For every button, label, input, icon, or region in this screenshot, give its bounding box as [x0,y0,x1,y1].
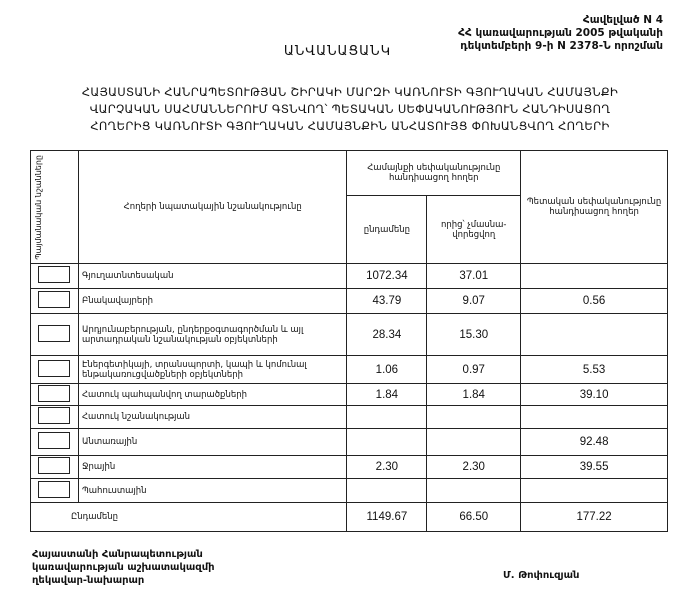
symbol-cell [30,355,79,384]
symbol-cell [30,313,79,356]
state-cell [520,263,668,289]
purpose-cell: Պահուստային [77,478,348,503]
legend-symbol-box [38,384,71,402]
total-cell [346,478,428,503]
table-row: Էներգետիկայի, տրանսպորտի, կապի և կոմունա… [30,355,668,384]
subtitle-line: ՀՈՂԵՐԻՑ ԿԱՌՆՈՒՏԻ ԳՅՈՒՂԱԿԱՆ ՀԱՄԱՅՆՔԻՆ ԱՆՀ… [90,119,610,133]
header-community: Համայնքի սեփականությունը հանդիսացող հողե… [346,150,522,196]
table-row: Բնակավայրերի 43.79 9.07 0.56 [30,288,668,314]
annex-line: ՀՀ կառավարության 2005 թվականի [458,27,663,39]
header-state: Պետական սեփականությունը հանդիսացող հողեր [520,150,668,264]
symbol-cell [30,455,79,479]
table-row: Արդյունաբերության, ընդերքօգտագործման և ա… [30,313,668,356]
purpose-cell: Գյուղատնտեսական [77,263,348,289]
legend-symbol-box [38,266,71,283]
symbol-cell [30,383,79,406]
header-non-privatized: որից՝ չմասնա-վորեցվող [426,195,522,264]
total-cell [346,405,428,429]
purpose-cell: Անտառային [77,428,348,456]
header-symbols: Պայմանական նշանները [30,150,79,264]
symbol-cell [30,428,79,456]
header-purpose: Հողերի նպատակային նշանակությունը [77,150,348,264]
legend-symbol-box [38,324,71,342]
non-privatized-cell [426,478,522,503]
total-cell: 1.06 [346,355,428,384]
non-privatized-cell: 2.30 [426,455,522,479]
totals-row: Ընդամենը 1149.67 66.50 177.22 [29,502,668,532]
non-privatized-cell [426,428,522,456]
state-cell: 39.10 [520,383,668,406]
position-line: Հայաստանի Հանրապետության [32,549,203,560]
non-privatized-cell: 0.97 [426,355,522,384]
non-privatized-cell: 15.30 [426,313,522,356]
purpose-cell: Ջրային [77,455,348,479]
table-row: Անտառային 92.48 [30,428,668,456]
total-cell: 28.34 [346,313,428,356]
header-total: ընդամենը [346,195,428,264]
signatory-name: Մ. Թոփուզյան [503,570,580,581]
legend-symbol-box [38,407,71,424]
state-cell: 5.53 [520,355,668,384]
annex-line: դեկտեմբերի 9-ի N 2378-Ն որոշման [460,40,663,52]
table-row: Ջրային 2.30 2.30 39.55 [30,455,668,479]
symbol-cell [30,405,79,429]
non-privatized-cell: 1.84 [426,383,522,406]
totals-non-privatized: 66.50 [426,502,522,532]
totals-total: 1149.67 [346,502,428,532]
non-privatized-cell [426,405,522,429]
legend-symbol-box [38,457,71,474]
subtitle-line: ՀԱՅԱՍՏԱՆԻ ՀԱՆՐԱՊԵՏՈՒԹՅԱՆ ՇԻՐԱԿԻ ՄԱՐԶԻ ԿԱ… [81,85,619,99]
totals-label: Ընդամենը [29,502,348,532]
land-table: Պայմանական նշանները Հողերի նպատակային նշ… [29,150,668,532]
state-cell: 39.55 [520,455,668,479]
legend-symbol-box [38,480,71,498]
annex-reference: Հավելված N 4 ՀՀ կառավարության 2005 թվակա… [458,14,663,53]
purpose-cell: Հատուկ պահպանվող տարածքների [77,383,348,406]
table-row: Պահուստային [30,478,668,503]
purpose-cell: Բնակավայրերի [77,288,348,314]
subtitle-line: ՎԱՐՉԱԿԱՆ ՍԱՀՄԱՆՆԵՐՈՒՄ ԳՏՆՎՈՂ՝ ՊԵՏԱԿԱՆ ՍԵ… [89,102,611,116]
total-cell: 1072.34 [346,263,428,289]
table-row: Հատուկ նշանակության [30,405,668,429]
legend-symbol-box [38,291,71,308]
purpose-cell: Արդյունաբերության, ընդերքօգտագործման և ա… [77,313,348,356]
position-line: ղեկավար-նախարար [32,575,145,586]
document-title: ԱՆՎԱՆԱՑԱՆԿ [283,44,392,59]
signatory-position: Հայաստանի Հանրապետության կառավարության ա… [32,548,215,587]
position-line: կառավարության աշխատակազմի [32,562,215,573]
state-cell [520,478,668,503]
annex-line: Հավելված N 4 [582,14,663,26]
total-cell: 1.84 [346,383,428,406]
purpose-cell: Հատուկ նշանակության [77,405,348,429]
non-privatized-cell: 37.01 [426,263,522,289]
purpose-cell: Էներգետիկայի, տրանսպորտի, կապի և կոմունա… [77,355,348,384]
table-row: Գյուղատնտեսական 1072.34 37.01 [30,263,668,289]
state-cell [520,313,668,356]
state-cell [520,405,668,429]
state-cell: 92.48 [520,428,668,456]
symbol-cell [30,478,79,503]
legend-symbol-box [38,359,71,377]
table-row: Հատուկ պահպանվող տարածքների 1.84 1.84 39… [30,383,668,406]
state-cell: 0.56 [520,288,668,314]
symbol-cell [30,263,79,289]
non-privatized-cell: 9.07 [426,288,522,314]
document-subtitle: ՀԱՅԱՍՏԱՆԻ ՀԱՆՐԱՊԵՏՈՒԹՅԱՆ ՇԻՐԱԿԻ ՄԱՐԶԻ ԿԱ… [40,84,660,135]
symbol-cell [30,288,79,314]
total-cell [346,428,428,456]
total-cell: 43.79 [346,288,428,314]
total-cell: 2.30 [346,455,428,479]
totals-state: 177.22 [520,502,668,532]
legend-symbol-box [38,432,71,449]
